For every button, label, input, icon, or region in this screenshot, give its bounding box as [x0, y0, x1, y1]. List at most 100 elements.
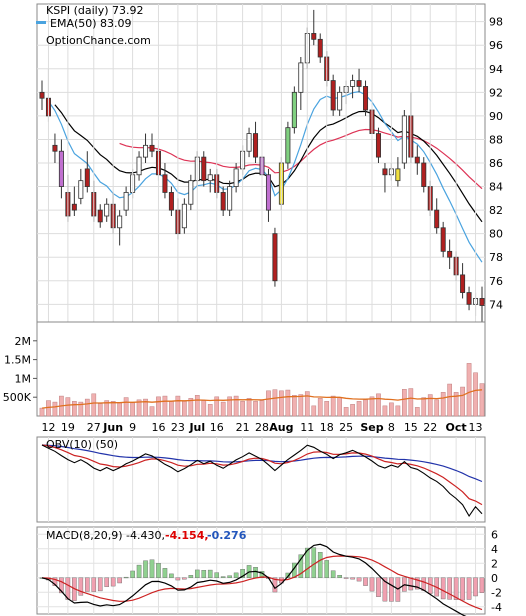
obv-panel	[36, 436, 486, 523]
candle	[201, 156, 207, 182]
volume-bar	[52, 401, 58, 417]
macd-value-red: -4.154,	[165, 529, 209, 542]
macd-value-blue: -0.276	[207, 529, 247, 542]
macd-histogram-bar	[460, 577, 465, 601]
obv-label: OBV(10) (50)	[46, 438, 118, 451]
x-tick-label: 27	[87, 421, 101, 434]
macd-histogram-bar	[350, 577, 355, 580]
candle	[375, 133, 381, 158]
x-tick-label: Sep	[360, 421, 383, 434]
volume-bar	[246, 398, 252, 417]
macd-histogram-bar	[343, 577, 349, 579]
price-tick-label: 74	[489, 298, 503, 311]
volume-bar	[266, 390, 271, 417]
volume-bar	[84, 398, 90, 417]
volume-bar	[72, 401, 77, 417]
macd-histogram-bar	[117, 577, 122, 584]
candle	[414, 156, 420, 164]
volume-bar	[78, 401, 84, 417]
x-tick-label: 11	[300, 421, 314, 434]
volume-bar	[169, 401, 174, 417]
candle	[272, 233, 278, 282]
macd-histogram-bar	[253, 567, 258, 578]
volume-bar	[110, 401, 116, 417]
volume-bar	[143, 398, 148, 417]
macd-histogram-bar	[175, 577, 181, 581]
candle	[466, 292, 472, 305]
macd-histogram-bar	[110, 577, 116, 587]
candle	[434, 209, 440, 229]
volume-bar	[408, 388, 414, 417]
volume-bar	[356, 401, 362, 417]
macd-histogram-bar	[473, 577, 478, 597]
volume-bar	[350, 404, 355, 417]
candle	[117, 215, 123, 229]
candle	[97, 209, 103, 223]
candle	[162, 174, 168, 193]
volume-bar	[466, 363, 472, 417]
macd-histogram-bar	[330, 570, 336, 578]
candle	[421, 162, 427, 187]
x-tick-label: 22	[423, 421, 437, 434]
macd-histogram-bar	[136, 564, 142, 578]
candle	[460, 274, 466, 293]
macd-histogram-bar	[453, 577, 459, 600]
x-tick-label: 13	[469, 421, 483, 434]
macd-line	[41, 543, 467, 616]
candle	[149, 144, 155, 152]
macd-tick-label: -2	[491, 586, 502, 599]
candle	[350, 80, 356, 87]
volume-bar	[227, 396, 232, 417]
volume-bar	[97, 403, 103, 417]
macd-histogram-bar	[104, 577, 110, 587]
candle	[52, 144, 58, 152]
candle	[233, 168, 239, 187]
candle	[181, 203, 187, 229]
price-tick-label: 82	[489, 204, 503, 217]
volume-bar	[434, 399, 440, 417]
candle	[291, 91, 297, 129]
volume-bar	[304, 391, 310, 417]
price-tick-label: 86	[489, 157, 503, 170]
volume-bar	[220, 401, 226, 417]
volume-bar	[427, 394, 433, 417]
macd-histogram-bar	[376, 577, 381, 597]
candle	[447, 250, 453, 258]
volume-bar	[324, 401, 330, 417]
obv-legend: OBV(10) (50)	[46, 438, 118, 451]
candle	[84, 168, 90, 187]
x-tick-label: 9	[129, 421, 136, 434]
obv-fast-line	[41, 444, 483, 506]
candle	[298, 62, 304, 93]
candle	[58, 150, 64, 187]
candle	[285, 127, 291, 164]
candle	[188, 180, 194, 205]
x-tick-label: 28	[255, 421, 269, 434]
obv-slow-line	[41, 444, 483, 483]
macd-histogram-bar	[440, 577, 446, 600]
macd-histogram-bar	[356, 577, 362, 582]
macd-histogram-bar	[220, 576, 226, 578]
volume-tick-label: 1.5M	[4, 354, 31, 367]
macd-histogram-bar	[52, 577, 58, 586]
volume-bar	[130, 402, 135, 417]
volume-panel: 2M 1.5M 1M 500K 12 19 27 Jun 9 16 23 Jul 16 21 28 Aug 11…	[3, 321, 486, 434]
candle	[168, 192, 174, 211]
macd-histogram-bar	[97, 577, 103, 592]
macd-histogram-bar	[207, 569, 213, 578]
macd-histogram-bar	[447, 577, 452, 600]
candle	[78, 180, 84, 199]
macd-histogram-bar	[479, 577, 485, 593]
volume-bar	[182, 401, 187, 417]
volume-bar	[337, 397, 343, 417]
macd-histogram-bar	[59, 577, 64, 594]
volume-bar	[389, 402, 394, 417]
price-panel: 98 96 94 92 90 88 86 84 82 80 78 76 74	[36, 3, 503, 416]
macd-histogram-bar	[337, 575, 342, 578]
macd-histogram-bar	[156, 563, 161, 578]
x-tick-label: 8	[388, 421, 395, 434]
candle	[479, 298, 485, 306]
x-tick-label: 25	[339, 421, 353, 434]
candle	[143, 144, 149, 158]
x-tick-label: Oct	[446, 421, 467, 434]
